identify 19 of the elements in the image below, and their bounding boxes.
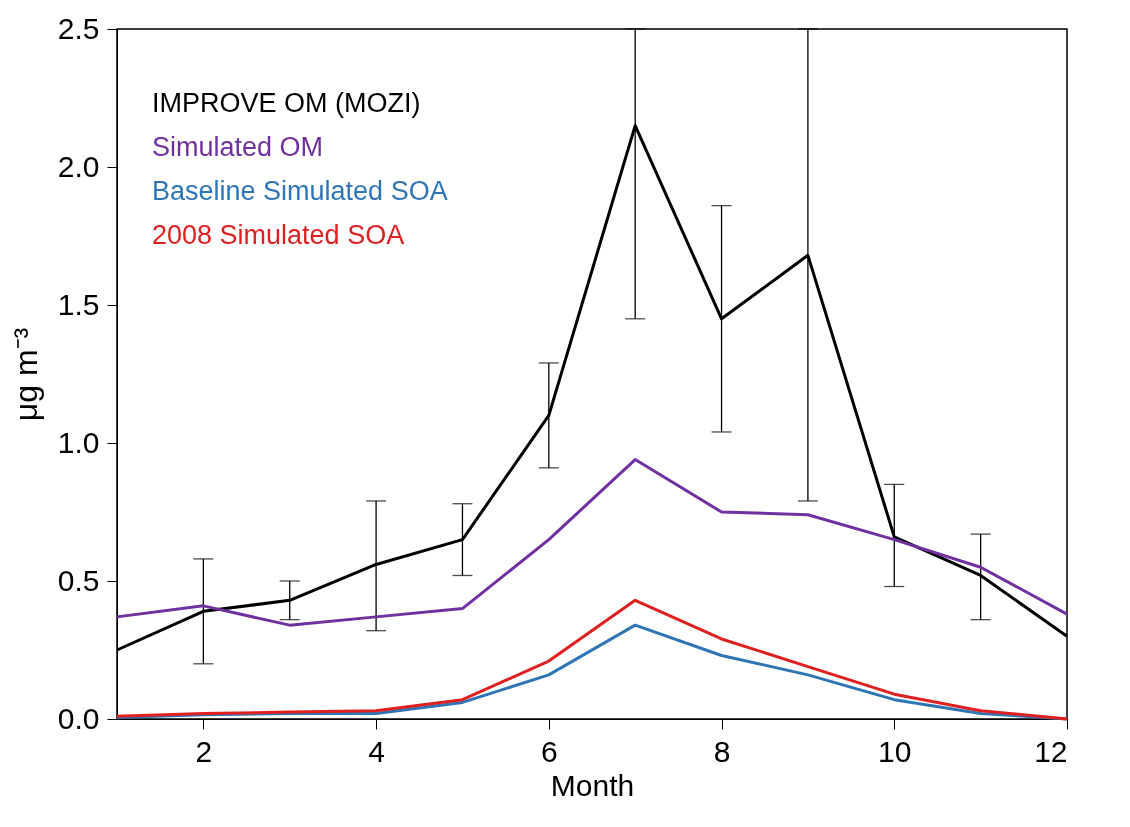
x-axis-title: Month	[550, 768, 635, 802]
x-tick-label: 10	[878, 734, 912, 768]
y-tick-label: 1.0	[57, 425, 100, 459]
y-tick-label: 0.0	[57, 701, 100, 735]
y-tick-label: 2.5	[57, 11, 100, 45]
y-axis-title: μg m⁻³	[7, 327, 44, 422]
x-tick-label: 12	[1034, 734, 1068, 768]
x-tick-label: 2	[195, 734, 213, 768]
line-series	[115, 458, 1069, 627]
text: Baseline Simulated SOA	[152, 176, 448, 206]
text: 2008 Simulated SOA	[152, 220, 405, 250]
x-tick-label: 8	[713, 734, 731, 768]
text: IMPROVE OM (MOZI)	[152, 88, 421, 118]
text: Simulated OM	[152, 132, 324, 162]
y-tick-label: 0.5	[57, 563, 100, 597]
x-tick-label: 4	[368, 734, 385, 768]
x-tick-label: 6	[540, 734, 558, 768]
y-tick-label: 2.0	[57, 149, 100, 183]
y-tick-label: 1.5	[57, 287, 100, 321]
